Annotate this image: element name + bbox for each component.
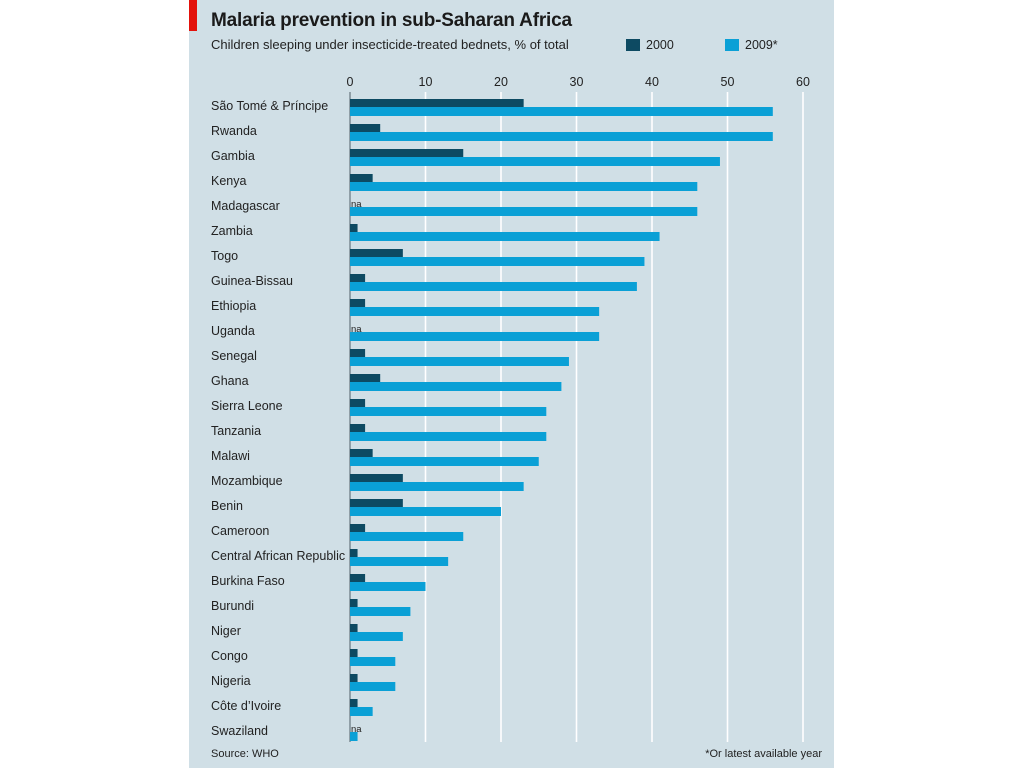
category-label: Cameroon [211, 524, 269, 538]
category-label: Rwanda [211, 124, 257, 138]
bar-2009 [350, 257, 645, 266]
category-label: São Tomé & Príncipe [211, 99, 328, 113]
category-label: Niger [211, 624, 241, 638]
bar-2000 [350, 649, 358, 657]
tick-label: 50 [721, 75, 735, 89]
bar-2000 [350, 274, 366, 282]
chart-panel: Malaria prevention in sub-Saharan Africa… [189, 0, 834, 768]
bar-2009 [350, 307, 600, 316]
category-label: Malawi [211, 449, 250, 463]
chart-title: Malaria prevention in sub-Saharan Africa [211, 10, 572, 31]
category-label: Côte d’Ivoire [211, 699, 281, 713]
category-label: Senegal [211, 349, 257, 363]
bar-2009 [350, 707, 373, 716]
category-label: Togo [211, 249, 238, 263]
bar-2009 [350, 582, 426, 591]
tick-label: 30 [570, 75, 584, 89]
legend-swatch-2000 [626, 39, 640, 51]
category-label: Congo [211, 649, 248, 663]
bar-2000 [350, 249, 403, 257]
bar-2009 [350, 282, 637, 291]
category-label: Central African Republic [211, 549, 345, 563]
na-label: na [351, 724, 362, 735]
category-label: Uganda [211, 324, 255, 338]
category-label: Guinea-Bissau [211, 274, 293, 288]
bar-chart: 0 10 20 30 40 50 60 São Tomé & Príncipe Rwanda Ga… [211, 75, 810, 742]
bar-2009 [350, 457, 539, 466]
bar-2009 [350, 607, 411, 616]
bar-2009 [350, 132, 773, 141]
bar-2009 [350, 407, 547, 416]
source-note: Source: WHO [211, 748, 279, 760]
bar-2000 [350, 474, 403, 482]
bar-2009 [350, 232, 660, 241]
footnote: *Or latest available year [705, 748, 822, 760]
tick-label: 20 [494, 75, 508, 89]
bar-2009 [350, 107, 773, 116]
legend-swatch-2009 [725, 39, 739, 51]
category-label: Kenya [211, 174, 246, 188]
na-label: na [351, 199, 362, 210]
category-label: Ghana [211, 374, 249, 388]
bar-2009 [350, 482, 524, 491]
category-label: Benin [211, 499, 243, 513]
category-label: Mozambique [211, 474, 283, 488]
bar-2009 [350, 532, 464, 541]
bar-2009 [350, 632, 403, 641]
bar-2000 [350, 699, 358, 707]
legend-entry-2000: 2000 [626, 38, 674, 52]
category-label: Gambia [211, 149, 255, 163]
bar-2000 [350, 174, 373, 182]
category-label: Tanzania [211, 424, 261, 438]
category-label: Burkina Faso [211, 574, 285, 588]
category-label: Zambia [211, 224, 253, 238]
bar-2000 [350, 374, 381, 382]
bar-2000 [350, 299, 366, 307]
legend-entry-2009: 2009* [725, 38, 778, 52]
bar-2000 [350, 549, 358, 557]
category-label: Sierra Leone [211, 399, 283, 413]
bar-2000 [350, 624, 358, 632]
tick-label: 10 [419, 75, 433, 89]
bar-2009 [350, 432, 547, 441]
tick-label: 60 [796, 75, 810, 89]
legend-label-2009: 2009* [745, 38, 778, 52]
category-label: Swaziland [211, 724, 268, 738]
category-label: Nigeria [211, 674, 251, 688]
legend-label-2000: 2000 [646, 38, 674, 52]
bar-2000 [350, 449, 373, 457]
bar-2000 [350, 524, 366, 532]
bar-2000 [350, 424, 366, 432]
bar-2000 [350, 399, 366, 407]
tick-label: 40 [645, 75, 659, 89]
bar-2009 [350, 157, 720, 166]
bar-2009 [350, 657, 396, 666]
na-label: na [351, 324, 362, 335]
bar-2000 [350, 349, 366, 357]
bar-2000 [350, 224, 358, 232]
bar-2000 [350, 499, 403, 507]
bar-2009 [350, 182, 698, 191]
tick-label: 0 [347, 75, 354, 89]
bar-2009 [350, 732, 358, 741]
bar-2009 [350, 332, 600, 341]
bar-2009 [350, 507, 501, 516]
category-label: Burundi [211, 599, 254, 613]
bar-2000 [350, 124, 381, 132]
bar-2009 [350, 382, 562, 391]
bar-2009 [350, 682, 396, 691]
bar-2009 [350, 357, 569, 366]
bar-2000 [350, 149, 464, 157]
bar-2009 [350, 207, 698, 216]
category-label: Ethiopia [211, 299, 256, 313]
bar-2000 [350, 99, 524, 107]
bar-2000 [350, 674, 358, 682]
bar-2000 [350, 599, 358, 607]
bar-2000 [350, 574, 366, 582]
brand-red-tag [189, 0, 197, 31]
bar-2009 [350, 557, 449, 566]
category-label: Madagascar [211, 199, 280, 213]
chart-subtitle: Children sleeping under insecticide-trea… [211, 37, 569, 52]
